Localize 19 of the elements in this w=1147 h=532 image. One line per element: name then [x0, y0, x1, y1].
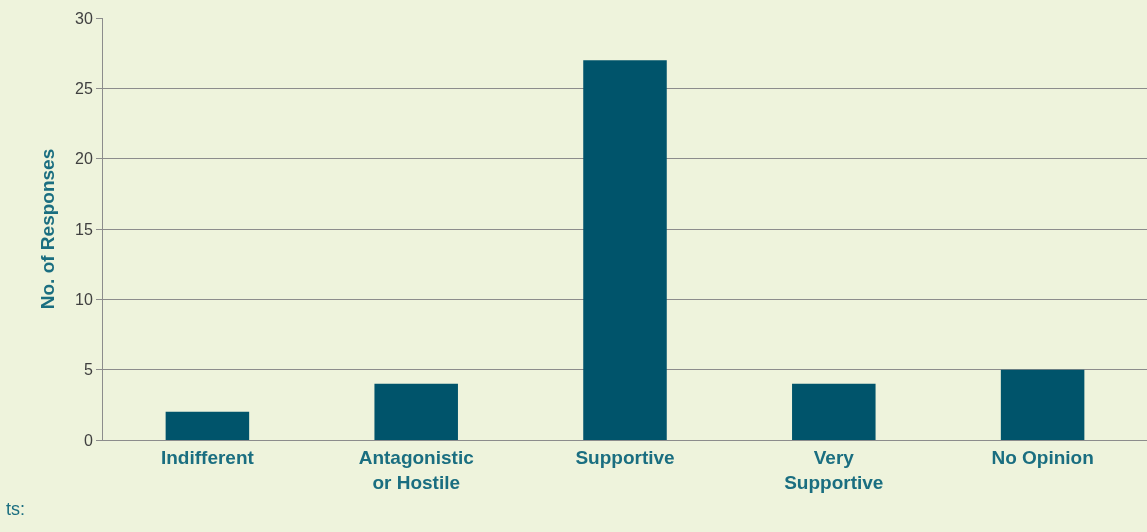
x-tick-label: Supportive	[575, 446, 675, 468]
x-tick-label: Very Supportive	[784, 446, 884, 493]
y-tick-label: 20	[75, 150, 93, 168]
y-axis-title: No. of Responses	[36, 148, 58, 310]
bar	[583, 60, 667, 440]
x-tick-label: Indifferent	[160, 446, 255, 468]
text: ts:	[6, 499, 26, 519]
bar	[374, 383, 458, 440]
y-tick-label: 30	[75, 9, 93, 27]
y-tick-label: 5	[83, 361, 93, 379]
y-tick-label: 15	[75, 220, 93, 238]
y-tick-label: 10	[75, 290, 93, 308]
bar	[792, 383, 876, 440]
y-tick-label: 25	[75, 79, 93, 97]
bar	[1000, 369, 1085, 440]
x-tick-label: Antagonistic or Hostile	[358, 446, 475, 493]
y-tick-label: 0	[83, 431, 93, 449]
x-tick-label: No Opinion	[991, 446, 1094, 468]
bar	[165, 411, 250, 440]
